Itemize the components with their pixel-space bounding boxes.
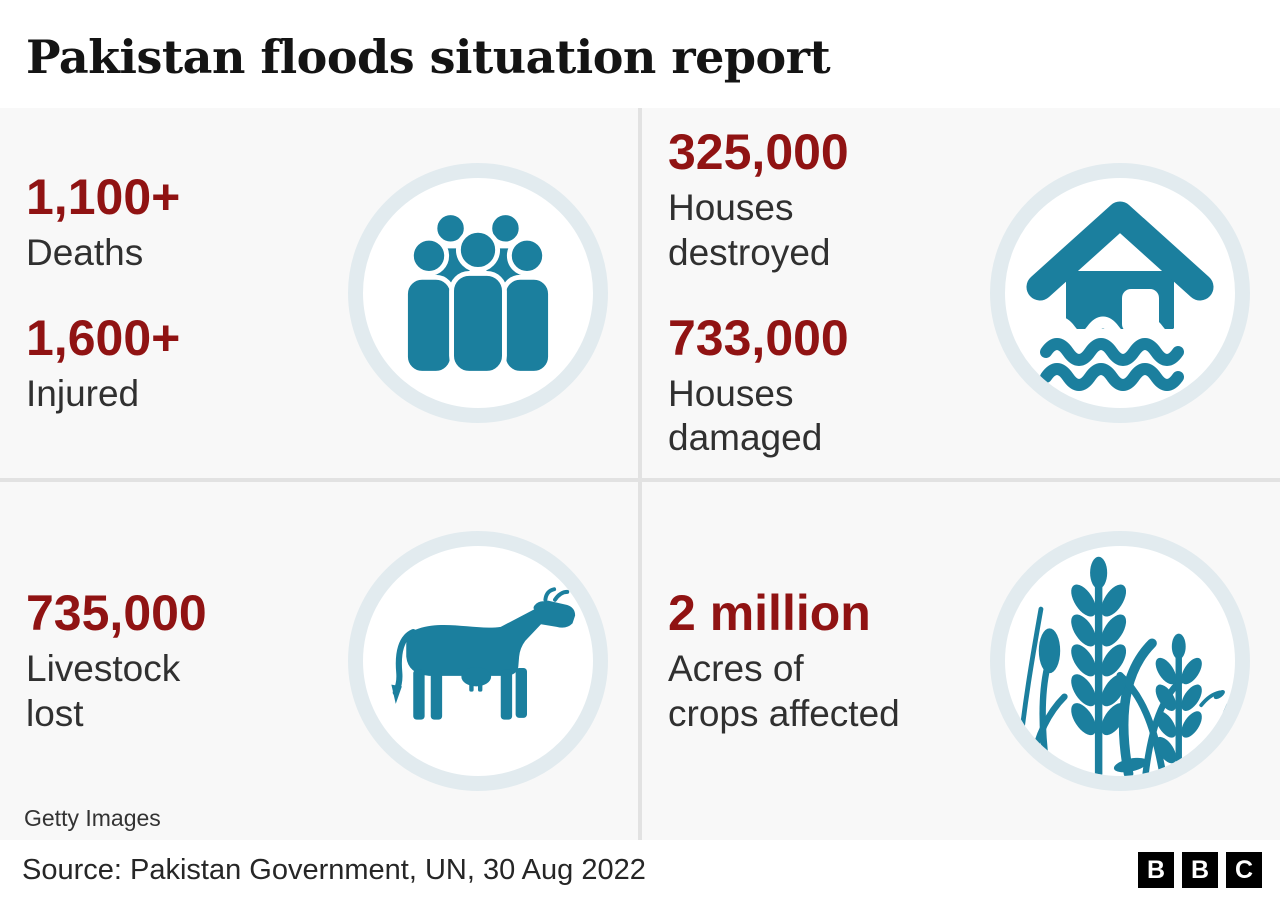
bbc-logo-block: B	[1138, 852, 1174, 888]
flooded-house-icon	[1026, 201, 1214, 391]
stat-value: 1,600+	[26, 310, 181, 366]
stat-label: Acres of crops affected	[668, 648, 900, 734]
icon-circle	[990, 163, 1250, 423]
stat-injured: 1,600+ Injured	[26, 311, 348, 416]
icon-circle	[348, 531, 608, 791]
stat-label: Deaths	[26, 231, 144, 273]
image-credit: Getty Images	[24, 805, 161, 831]
stat-value: 325,000	[668, 124, 849, 181]
stat-value: 1,100+	[26, 168, 181, 225]
panel-livestock: 735,000 Livestock lost	[0, 482, 638, 840]
panel-crops: 2 million Acres of crops affected	[642, 482, 1280, 840]
stat-crops: 2 million Acres of crops affected	[668, 586, 990, 736]
stat-value: 2 million	[668, 585, 871, 642]
stat-label: Injured	[26, 373, 140, 414]
icon-circle	[990, 531, 1250, 791]
stat-label: Houses damaged	[668, 373, 823, 459]
header: Pakistan floods situation report	[0, 0, 1280, 108]
panel-houses: 325,000 Houses destroyed 733,000 Houses …	[642, 108, 1280, 478]
bbc-logo: B B C	[1138, 852, 1262, 888]
wheat-icon	[1015, 556, 1232, 776]
stat-houses-destroyed: 325,000 Houses destroyed	[668, 125, 990, 275]
footer: Source: Pakistan Government, UN, 30 Aug …	[0, 840, 1280, 900]
panel-deaths-injured: 1,100+ Deaths 1,600+ Injured	[0, 108, 638, 478]
source-text: Source: Pakistan Government, UN, 30 Aug …	[22, 853, 646, 886]
stat-label: Houses destroyed	[668, 187, 831, 273]
stat-livestock: 735,000 Livestock lost	[26, 586, 348, 736]
icon-circle	[348, 163, 608, 423]
stat-value: 735,000	[26, 585, 207, 642]
stat-houses-damaged: 733,000 Houses damaged	[668, 311, 990, 461]
stat-deaths: 1,100+ Deaths	[26, 170, 348, 275]
stats-block: 735,000 Livestock lost	[26, 586, 348, 736]
people-icon	[403, 210, 553, 376]
stats-block: 2 million Acres of crops affected	[668, 586, 990, 736]
stats-block: 1,100+ Deaths 1,600+ Injured	[26, 170, 348, 417]
stat-value: 733,000	[668, 310, 849, 366]
stats-grid: 1,100+ Deaths 1,600+ Injured	[0, 108, 1280, 840]
stats-block: 325,000 Houses destroyed 733,000 Houses …	[668, 125, 990, 461]
bbc-logo-block: B	[1182, 852, 1218, 888]
stat-label: Livestock lost	[26, 648, 181, 734]
cow-icon	[391, 587, 576, 720]
bbc-logo-block: C	[1226, 852, 1262, 888]
page-title: Pakistan floods situation report	[26, 30, 831, 84]
